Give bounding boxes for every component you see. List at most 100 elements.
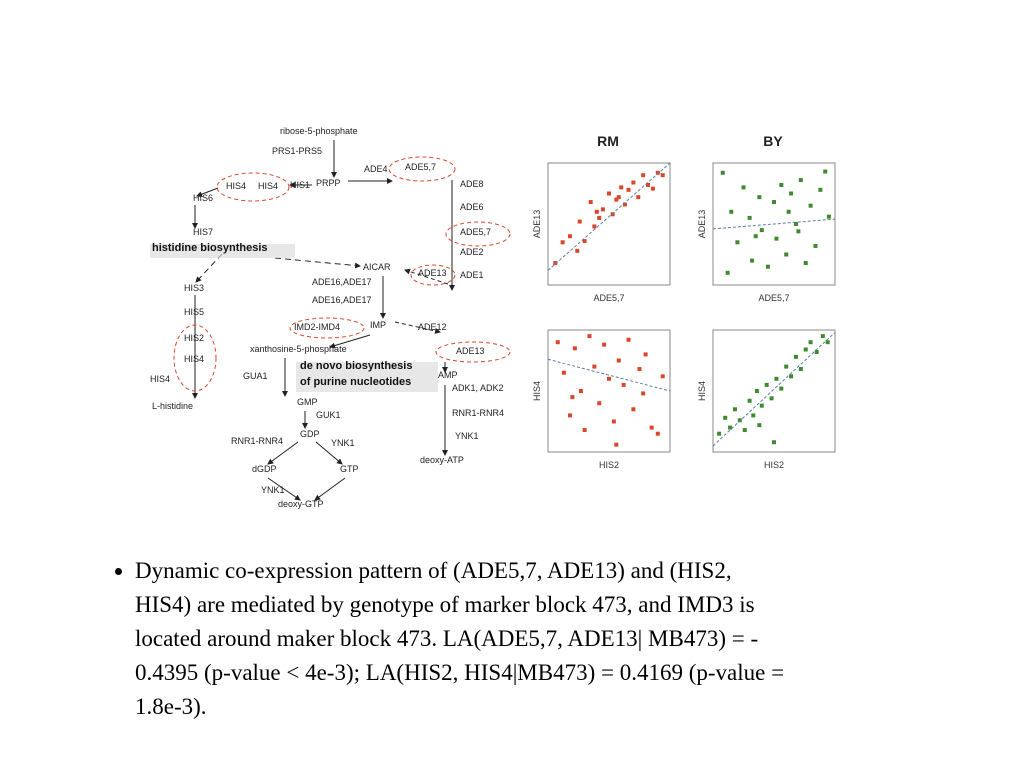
node-label: HIS4 (226, 181, 246, 191)
scatter-point (798, 178, 803, 183)
node-label: RNR1-RNR4 (231, 436, 283, 446)
scatter-point (720, 170, 725, 175)
scatter-point (650, 186, 655, 191)
column-title: BY (763, 133, 783, 149)
node-label: HIS4 (258, 181, 278, 191)
scatter-point (757, 195, 762, 200)
scatter-point (772, 200, 776, 205)
scatter-point (803, 261, 808, 266)
node-label: ADE12 (418, 322, 447, 332)
scatter-point (610, 212, 615, 217)
node-label: L-histidine (152, 401, 193, 411)
node-label: PRPP (316, 178, 341, 188)
bullet-item: Dynamic co-expression pattern of (ADE5,7… (135, 554, 995, 724)
scatter-point (636, 195, 641, 200)
scatter-point (577, 219, 582, 224)
node-label: deoxy-ATP (420, 455, 464, 465)
y-axis-label: HIS4 (532, 381, 542, 401)
scatter-point (759, 403, 764, 408)
scatter-point (561, 370, 566, 375)
scatter-point (779, 182, 784, 187)
scatter-point (572, 346, 577, 351)
scatter-point (607, 191, 611, 196)
scatter-point (769, 396, 774, 401)
scatter-point (774, 376, 779, 381)
scatter-point (614, 197, 619, 202)
node-label: YNK1 (455, 431, 479, 441)
scatter-point (592, 224, 597, 229)
node-label: GUK1 (316, 410, 341, 420)
trend-line (712, 218, 836, 230)
scatter-point (567, 234, 572, 239)
node-label: AICAR (363, 262, 391, 272)
scatter-point (643, 352, 648, 357)
scatter-point (779, 386, 784, 391)
bullet-list: Dynamic co-expression pattern of (ADE5,7… (100, 554, 995, 724)
scatter-point (567, 413, 572, 418)
scatter-point (616, 358, 621, 363)
node-label: IMP (370, 320, 386, 330)
scatter-point (826, 214, 831, 219)
node-label: ADE16,ADE17 (312, 295, 372, 305)
scatter-point (597, 215, 602, 220)
node-label: HIS5 (184, 307, 204, 317)
node-label: YNK1 (261, 485, 285, 495)
scatter-point (798, 367, 803, 372)
scatter-point (774, 236, 779, 241)
scatter-point (825, 340, 830, 345)
scatter-point (594, 209, 599, 214)
scatter-plots: RM BY ADE5,7 ADE13 ADE5,7 ADE13 HIS2 HIS4 HIS2 HI… (532, 133, 836, 470)
scatter-point (553, 261, 558, 266)
node-label: HIS4 (150, 374, 170, 384)
node-label: HIS4 (184, 354, 204, 364)
y-axis-label: HIS4 (697, 381, 707, 401)
scatter-point (588, 200, 593, 205)
scatter-point (560, 240, 565, 245)
pathway-arrows (192, 140, 455, 501)
scatter-point (723, 415, 728, 420)
scatter-point (741, 185, 746, 190)
node-label: histidine biosynthesis (152, 242, 268, 254)
scatter-point (764, 382, 769, 387)
bullet-line: located around maker block 473. LA(ADE5,… (135, 626, 759, 651)
scatter-point (616, 195, 621, 200)
scatter-point (751, 413, 756, 418)
trend-line (547, 358, 671, 392)
node-label: ADE13 (418, 268, 447, 278)
y-axis-label: ADE13 (532, 210, 542, 239)
scatter-point (655, 170, 660, 175)
node-label: ribose-5-phosphate (280, 126, 358, 136)
node-label: xanthosine-5-phosphate (250, 344, 347, 354)
node-label: HIS6 (193, 193, 213, 203)
highlight-ellipses (173, 156, 511, 392)
scatter-point (611, 419, 616, 424)
scatter-point (619, 185, 624, 190)
node-label: de novo biosynthesis (300, 360, 412, 372)
scatter-point (717, 431, 722, 436)
column-title: RM (597, 133, 619, 149)
node-label: deoxy-GTP (278, 499, 324, 509)
node-label: ADE8 (460, 179, 484, 189)
node-label: ADE6 (460, 202, 484, 212)
scatter-point (621, 382, 626, 387)
scatter-point (631, 180, 636, 185)
pathway-labels: ribose-5-phosphate PRS1-PRS5 PRPP ADE4 ADE5,… (150, 126, 504, 509)
scatter-point (789, 374, 794, 379)
scatter-point (796, 229, 801, 234)
scatter-point (735, 240, 740, 245)
scatter-point (637, 367, 642, 372)
node-label: ADE5,7 (460, 227, 491, 237)
scatter-point (732, 407, 737, 412)
scatter-point (729, 209, 734, 214)
scatter-point (631, 407, 636, 412)
node-label: ADE5,7 (405, 162, 436, 172)
scatter-point (575, 248, 580, 253)
node-label: AMP (438, 370, 458, 380)
scatter-point (602, 342, 607, 347)
plot-frame (547, 329, 671, 453)
scatter-point (660, 173, 665, 178)
scatter-point (582, 428, 587, 433)
scatter-point (818, 187, 823, 192)
scatter-point (597, 401, 602, 406)
